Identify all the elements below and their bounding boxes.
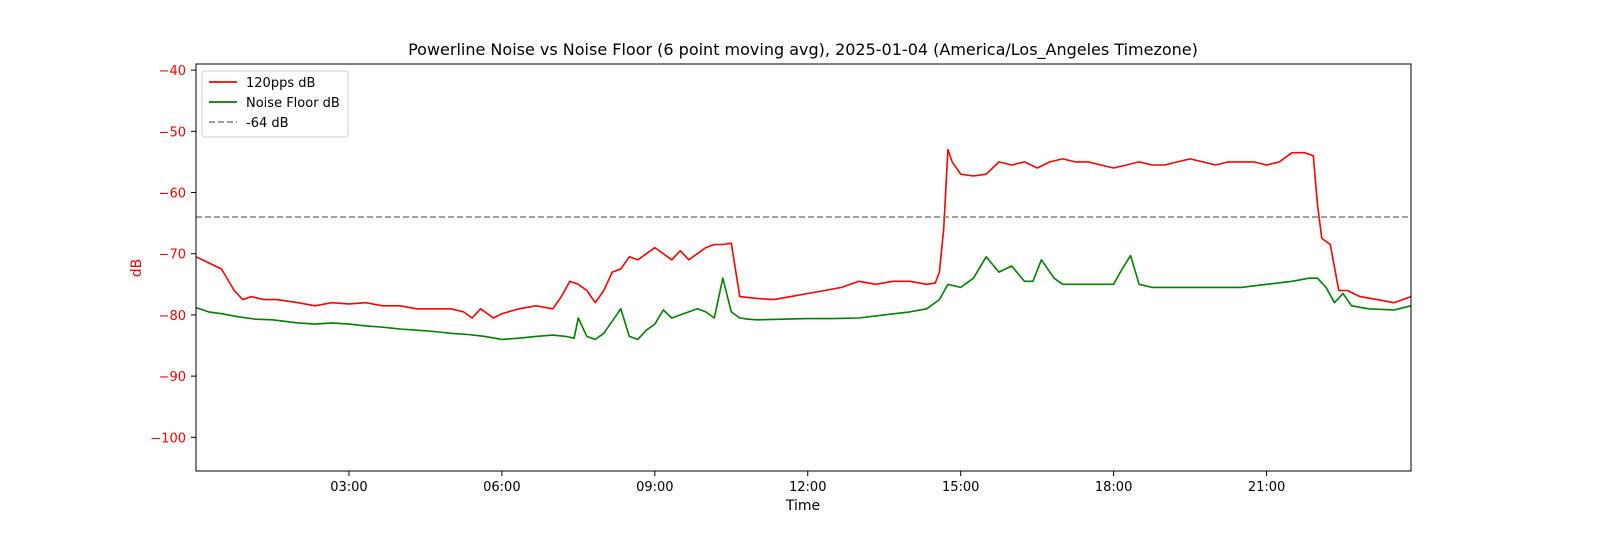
y-tick-label: −80 bbox=[159, 309, 186, 324]
legend-label-1: 120pps dB bbox=[246, 76, 315, 91]
x-tick-label: 03:00 bbox=[330, 480, 367, 495]
y-tick-label: −90 bbox=[159, 370, 186, 385]
x-tick-label: 18:00 bbox=[1095, 480, 1132, 495]
y-tick-label: −60 bbox=[159, 187, 186, 202]
series-line-2 bbox=[195, 254, 1412, 341]
x-tick-label: 12:00 bbox=[789, 480, 826, 495]
x-axis-label: Time bbox=[785, 498, 820, 514]
plot-frame bbox=[195, 63, 1412, 472]
x-tick-label: 21:00 bbox=[1248, 480, 1285, 495]
y-tick-label: −70 bbox=[159, 248, 186, 263]
y-tick-label: −100 bbox=[150, 431, 186, 446]
x-tick-label: 06:00 bbox=[483, 480, 520, 495]
series-line-1 bbox=[195, 148, 1412, 319]
series-layer bbox=[195, 148, 1412, 341]
legend-label-2: Noise Floor dB bbox=[246, 96, 340, 111]
legend-items: 120pps dB Noise Floor dB -64 dB bbox=[209, 76, 340, 131]
y-axis-label: dB bbox=[129, 259, 145, 278]
legend: 120pps dB Noise Floor dB -64 dB bbox=[201, 70, 349, 138]
chart-title: Powerline Noise vs Noise Floor (6 point … bbox=[408, 40, 1198, 60]
y-tick-label: −50 bbox=[159, 125, 186, 140]
y-tick-layer: −40 −50 −60 −70 −80 −90 −100 bbox=[150, 64, 196, 446]
x-tick-label: 09:00 bbox=[636, 480, 673, 495]
x-tick-label: 15:00 bbox=[942, 480, 979, 495]
legend-box bbox=[201, 70, 349, 138]
legend-label-3: -64 dB bbox=[246, 116, 289, 131]
y-tick-label: −40 bbox=[159, 64, 186, 79]
x-tick-layer: 03:00 06:00 09:00 12:00 15:00 18:00 21:00 bbox=[330, 471, 1285, 495]
